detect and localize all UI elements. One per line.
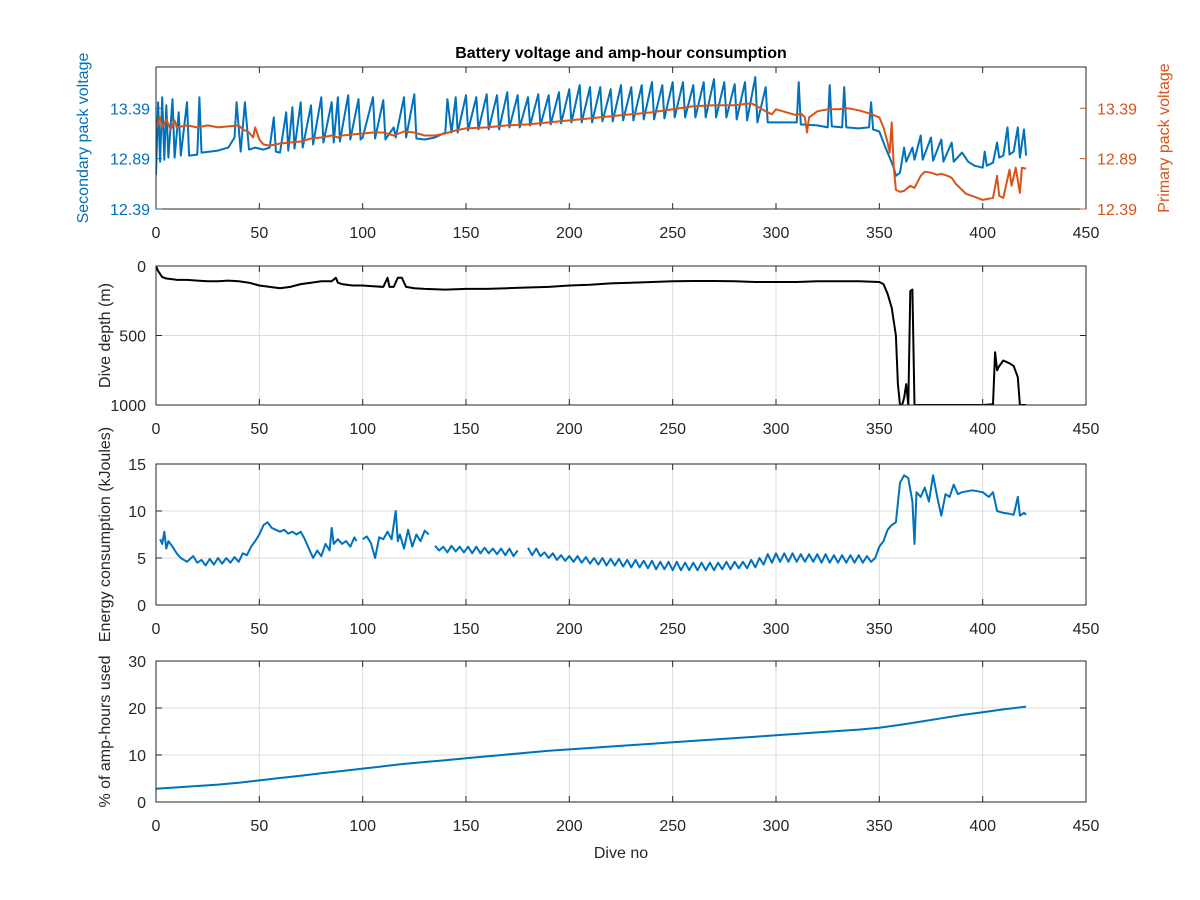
y-tick-label: 30 [128, 654, 146, 671]
x-tick-label: 150 [453, 421, 480, 438]
plot-area [156, 661, 1086, 802]
axes-box [155, 66, 1087, 210]
y-tick-label: 1000 [110, 398, 146, 415]
x-tick-label: 50 [250, 818, 268, 835]
x-tick-label: 300 [763, 621, 790, 638]
y-tick-label: 0 [137, 598, 146, 615]
x-tick-label: 0 [152, 421, 161, 438]
series-group [156, 705, 1027, 790]
x-tick-label: 200 [556, 621, 583, 638]
y-tick-label: 5 [137, 551, 146, 568]
x-axis-label: Dive no [594, 845, 648, 862]
y-right-tick-label: 13.39 [1097, 101, 1137, 118]
x-tick-label: 400 [969, 421, 996, 438]
x-tick-label: 250 [659, 421, 686, 438]
series-group [156, 266, 1027, 405]
y-axis-label: Energy consumption (kJoules) [97, 427, 114, 642]
x-tick-label: 150 [453, 621, 480, 638]
x-tick-label: 200 [556, 421, 583, 438]
x-tick-label: 200 [556, 818, 583, 835]
y-left-tick-label: 12.39 [110, 202, 150, 219]
chart-panel-2: 0 50 100 150 200 250 300 350 400 450 0 500 1000 Dive … [97, 259, 1099, 438]
x-tick-label: 50 [250, 621, 268, 638]
series-line-1 [159, 474, 1027, 572]
y-tick-label: 10 [128, 504, 146, 521]
x-tick-label: 400 [969, 225, 996, 242]
y-left-tick-label: 12.89 [110, 152, 150, 169]
x-tick-label: 100 [349, 818, 376, 835]
x-tick-label: 400 [969, 621, 996, 638]
x-tick-label: 0 [152, 621, 161, 638]
x-tick-label: 300 [763, 421, 790, 438]
x-tick-label: 300 [763, 818, 790, 835]
x-tick-label: 100 [349, 421, 376, 438]
x-tick-label: 450 [1073, 421, 1100, 438]
axes-box [155, 660, 1087, 803]
x-tick-label: 350 [866, 621, 893, 638]
x-tick-label: 450 [1073, 225, 1100, 242]
panels: 0 50 100 150 200 250 300 350 400 45012.3912.8913.… [75, 53, 1173, 862]
x-tick-label: 50 [250, 225, 268, 242]
x-tick-label: 300 [763, 225, 790, 242]
series-line-1 [156, 266, 1027, 405]
series-line-2 [156, 102, 1027, 201]
x-tick-label: 450 [1073, 621, 1100, 638]
x-tick-label: 250 [659, 818, 686, 835]
chart-panel-4: 0 50 100 150 200 250 300 350 400 450 0 10 20 30 % of a… [97, 654, 1099, 862]
x-tick-label: 250 [659, 621, 686, 638]
x-tick-label: 100 [349, 621, 376, 638]
x-tick-label: 350 [866, 225, 893, 242]
y-axis-label: % of amp-hours used [97, 655, 114, 807]
x-tick-label: 150 [453, 818, 480, 835]
series-group [159, 474, 1027, 572]
x-tick-label: 0 [152, 818, 161, 835]
y-tick-label: 20 [128, 701, 146, 718]
x-tick-label: 450 [1073, 818, 1100, 835]
chart-panel-3: 0 50 100 150 200 250 300 350 400 450 0 5 10 15 Energy … [97, 427, 1099, 642]
x-tick-label: 400 [969, 818, 996, 835]
x-tick-label: 200 [556, 225, 583, 242]
x-tick-label: 350 [866, 818, 893, 835]
chart-panel-1: 0 50 100 150 200 250 300 350 400 450 12.39 12.89 13.… [75, 53, 1173, 242]
series-line-1 [156, 76, 1028, 177]
y-tick-label: 0 [137, 259, 146, 276]
y-right-tick-label: 12.39 [1097, 202, 1137, 219]
axes-box [155, 463, 1087, 606]
figure-title: Battery voltage and amp-hour consumption [455, 45, 787, 62]
y-tick-label: 500 [119, 329, 146, 346]
x-tick-label: 50 [250, 421, 268, 438]
y-tick-label: 0 [137, 795, 146, 812]
x-tick-label: 250 [659, 225, 686, 242]
y-left-tick-label: 13.39 [110, 101, 150, 118]
y-tick-label: 15 [128, 457, 146, 474]
x-tick-label: 0 [152, 225, 161, 242]
x-tick-label: 150 [453, 225, 480, 242]
x-tick-label: 350 [866, 421, 893, 438]
y-axis-label: Dive depth (m) [97, 283, 114, 388]
y-right-tick-label: 12.89 [1097, 152, 1137, 169]
series-group [156, 76, 1028, 201]
y-left-axis-label: Secondary pack voltage [75, 53, 92, 224]
series-line-1 [156, 705, 1027, 790]
y-right-axis-label: Primary pack voltage [1156, 63, 1173, 212]
x-tick-label: 100 [349, 225, 376, 242]
y-tick-label: 10 [128, 748, 146, 765]
